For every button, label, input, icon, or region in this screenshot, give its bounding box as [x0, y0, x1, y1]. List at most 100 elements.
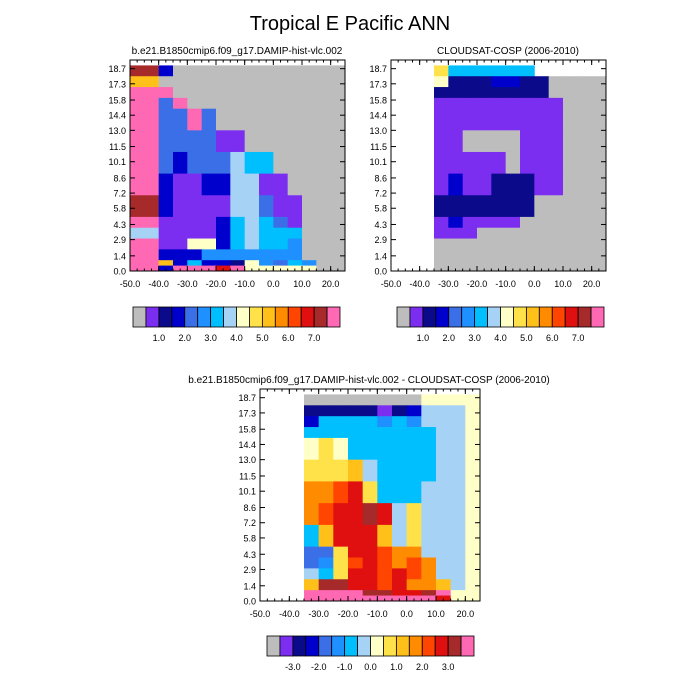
- heatmap-cell: [520, 97, 535, 110]
- heatmap-cell: [462, 65, 478, 77]
- heatmap-cell: [333, 427, 349, 439]
- heatmap-cell: [130, 151, 160, 175]
- colorbar-swatch: [551, 306, 566, 328]
- heatmap-cell: [534, 260, 550, 266]
- y-tick-label: 2.9: [113, 235, 126, 245]
- heatmap-cell: [287, 216, 303, 229]
- colorbar-swatch: [171, 306, 186, 328]
- heatmap-cell: [462, 173, 478, 196]
- heatmap-cell: [230, 130, 246, 153]
- colorbar-swatch: [292, 635, 307, 657]
- heatmap-cell: [421, 427, 437, 439]
- colorbar-swatch: [513, 306, 527, 328]
- heatmap-cell: [448, 227, 464, 239]
- colorbar-swatch: [525, 306, 540, 328]
- heatmap-cell: [548, 216, 564, 229]
- heatmap-cell: [187, 260, 203, 266]
- heatmap-cell: [491, 265, 507, 272]
- heatmap-cell: [244, 195, 260, 218]
- heatmap-cell: [259, 173, 274, 196]
- heatmap-cell: [534, 97, 550, 110]
- heatmap-cell: [318, 405, 334, 417]
- colorbar-label: 5.0: [520, 333, 533, 343]
- heatmap-cell: [362, 459, 378, 482]
- heatmap-cell: [465, 416, 481, 428]
- heatmap-cell: [450, 405, 466, 417]
- heatmap-cell: [259, 65, 274, 77]
- heatmap-cell: [244, 249, 260, 261]
- heatmap-cell: [287, 238, 303, 250]
- heatmap-cell: [462, 249, 478, 261]
- heatmap-cell: [434, 195, 449, 218]
- heatmap-cell: [287, 227, 303, 239]
- colorbar-label: 1.0: [153, 333, 166, 343]
- heatmap-cell: [520, 65, 535, 77]
- heatmap-cell: [302, 130, 317, 153]
- heatmap-cell: [577, 195, 607, 218]
- colorbar-swatch: [158, 306, 173, 328]
- heatmap-cell: [230, 238, 246, 250]
- heatmap-cell: [434, 87, 449, 99]
- heatmap-cell: [362, 481, 378, 504]
- colorbar-swatch: [577, 306, 592, 328]
- colorbar-label: 4.0: [494, 333, 507, 343]
- x-tick-label: -10.0: [495, 279, 516, 289]
- heatmap-cell: [448, 238, 464, 250]
- y-tick-label: 0.0: [243, 597, 256, 607]
- colorbar-swatch: [409, 306, 424, 328]
- heatmap-cell: [465, 524, 481, 548]
- heatmap-cell: [348, 546, 364, 558]
- heatmap-cell: [158, 87, 174, 99]
- heatmap-cell: [450, 503, 466, 526]
- colorbar-swatch: [344, 635, 358, 657]
- heatmap-cell: [173, 108, 188, 131]
- heatmap-cell: [216, 130, 231, 153]
- colorbar-difference: -3.0 -2.0 -1.0 0.0 1.0 2.0 3.0: [266, 635, 475, 672]
- heatmap-cell: [316, 97, 346, 110]
- heatmap-cell: [520, 76, 535, 88]
- heatmap-cell: [302, 65, 317, 77]
- heatmap-cell: [302, 76, 317, 88]
- heatmap-cell: [333, 568, 349, 580]
- heatmap-cell: [520, 151, 535, 175]
- heatmap-cell: [377, 394, 393, 406]
- heatmap-cell: [259, 249, 274, 261]
- heatmap-cell: [130, 265, 160, 272]
- heatmap-cell: [348, 416, 364, 428]
- x-tick-label: -10.0: [367, 609, 388, 619]
- heatmap-cell: [421, 557, 437, 569]
- heatmap-cell: [563, 195, 578, 218]
- x-tick-label: -30.0: [308, 609, 329, 619]
- heatmap-cell: [377, 503, 393, 526]
- heatmap-cell: [130, 195, 160, 218]
- heatmap-cell: [216, 195, 231, 218]
- heatmap-cell: [173, 97, 188, 110]
- heatmap-cell: [259, 151, 274, 175]
- colorbar-label: -2.0: [311, 662, 327, 672]
- heatmap-cell: [173, 195, 188, 218]
- heatmap-cell: [187, 227, 203, 239]
- figure-title: Tropical E Pacific ANN: [250, 13, 450, 35]
- heatmap-cell: [505, 151, 521, 175]
- heatmap-cell: [436, 524, 452, 548]
- x-tick-label: -10.0: [234, 279, 255, 289]
- heatmap-cell: [187, 216, 203, 229]
- colorbar-swatch: [261, 306, 276, 328]
- heatmap-cell: [259, 108, 274, 131]
- heatmap-cell: [450, 568, 466, 580]
- heatmap-cell: [377, 557, 393, 569]
- heatmap-cell: [406, 503, 422, 526]
- heatmap-cell: [563, 130, 578, 153]
- heatmap-cell: [230, 97, 246, 110]
- heatmap-cell: [491, 227, 507, 239]
- heatmap-cell: [434, 216, 449, 229]
- heatmap-cell: [244, 173, 260, 196]
- heatmap-cell: [244, 130, 260, 153]
- heatmap-cell: [377, 546, 393, 558]
- heatmap-cell: [158, 130, 174, 153]
- colorbar-swatch: [326, 306, 341, 328]
- y-tick-label: 8.6: [374, 173, 387, 183]
- heatmap-cell: [302, 265, 317, 272]
- heatmap-cell: [173, 173, 188, 196]
- colorbar-model: 1.0 2.0 3.0 4.0 5.0 6.0 7.0: [132, 306, 341, 343]
